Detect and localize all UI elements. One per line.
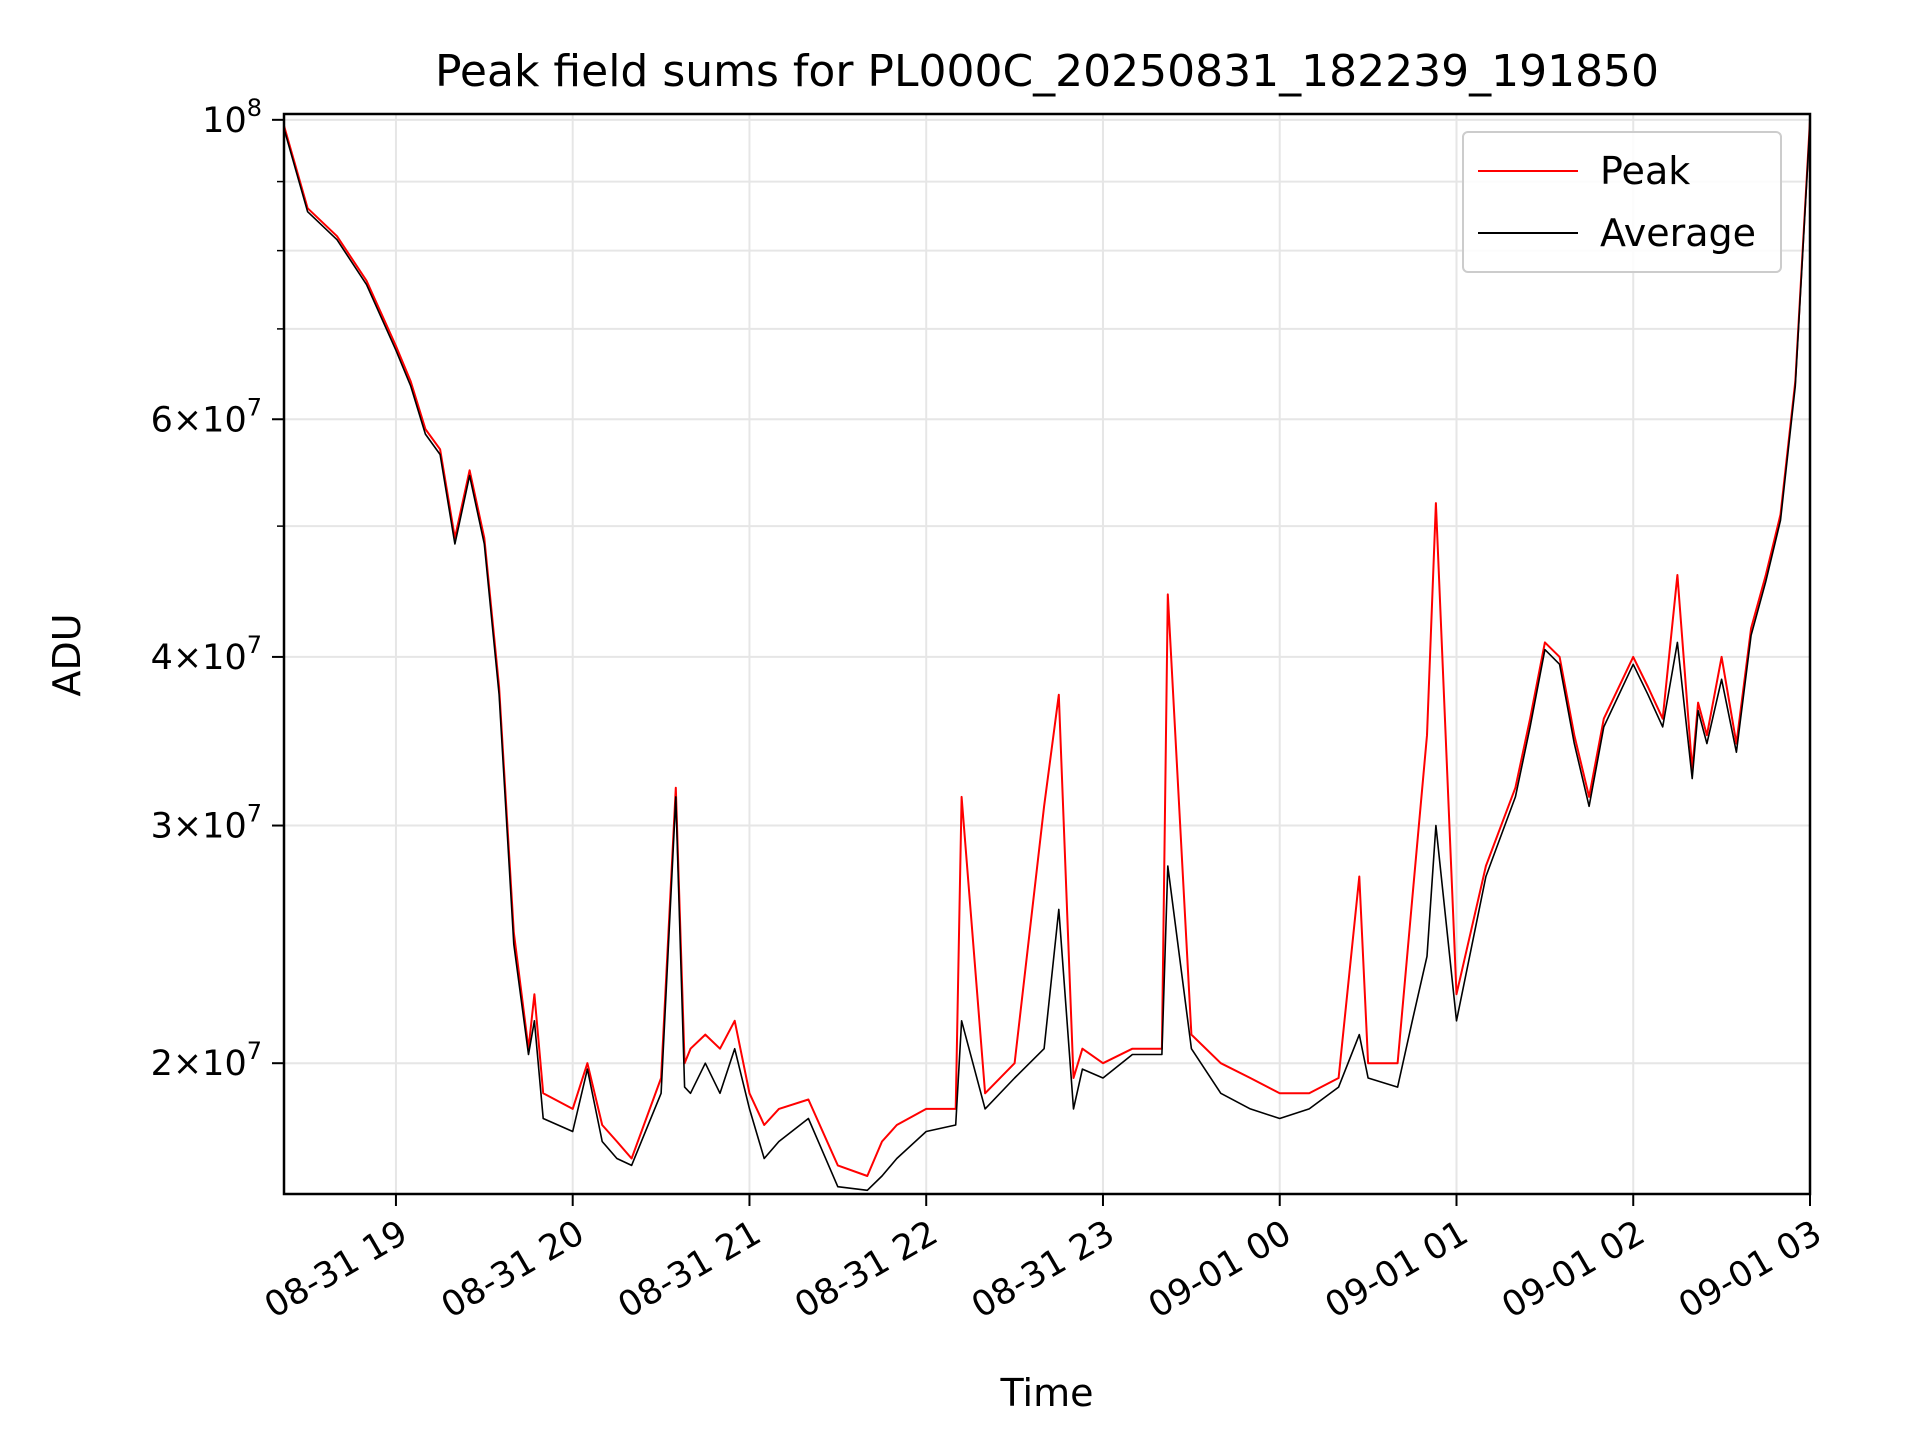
legend-label-peak: Peak	[1600, 149, 1691, 193]
x-axis-label: Time	[1000, 1371, 1094, 1415]
x-tick-label: 08-31 22	[788, 1213, 944, 1326]
plot-frame	[282, 112, 1812, 1196]
chart-title: Peak field sums for PL000C_20250831_1822…	[435, 46, 1659, 97]
x-tick-label: 09-01 01	[1319, 1213, 1475, 1326]
legend-swatch-average	[1478, 232, 1578, 234]
legend: Peak Average	[1462, 131, 1782, 273]
grid-layer	[284, 114, 1811, 1194]
tick-layer: 08-31 19 08-31 20 08-31 21 08-31 22 08-31 23…	[151, 94, 1829, 1327]
legend-entry-peak: Peak	[1464, 143, 1780, 199]
series-line-average	[283, 122, 1811, 1192]
legend-swatch-peak	[1478, 170, 1578, 172]
x-tick-label: 08-31 19	[258, 1213, 414, 1326]
x-tick-label: 09-01 00	[1142, 1213, 1298, 1326]
x-tick-label: 09-01 03	[1672, 1213, 1828, 1326]
series-layer	[283, 119, 1811, 1192]
legend-label-average: Average	[1600, 211, 1757, 255]
x-tick-label: 08-31 20	[435, 1213, 591, 1326]
x-tick-label: 08-31 23	[965, 1213, 1121, 1326]
y-tick-label: 108	[202, 94, 262, 141]
series-line-peak	[283, 119, 1811, 1177]
y-tick-label: 6×107	[151, 393, 262, 440]
legend-entry-average: Average	[1464, 205, 1780, 261]
y-tick-label: 4×107	[151, 631, 262, 678]
x-tick-label: 08-31 21	[612, 1213, 768, 1326]
x-tick-label: 09-01 02	[1495, 1213, 1651, 1326]
y-tick-label: 3×107	[151, 800, 262, 847]
y-tick-label: 2×107	[151, 1037, 262, 1084]
y-axis-label: ADU	[45, 613, 89, 696]
